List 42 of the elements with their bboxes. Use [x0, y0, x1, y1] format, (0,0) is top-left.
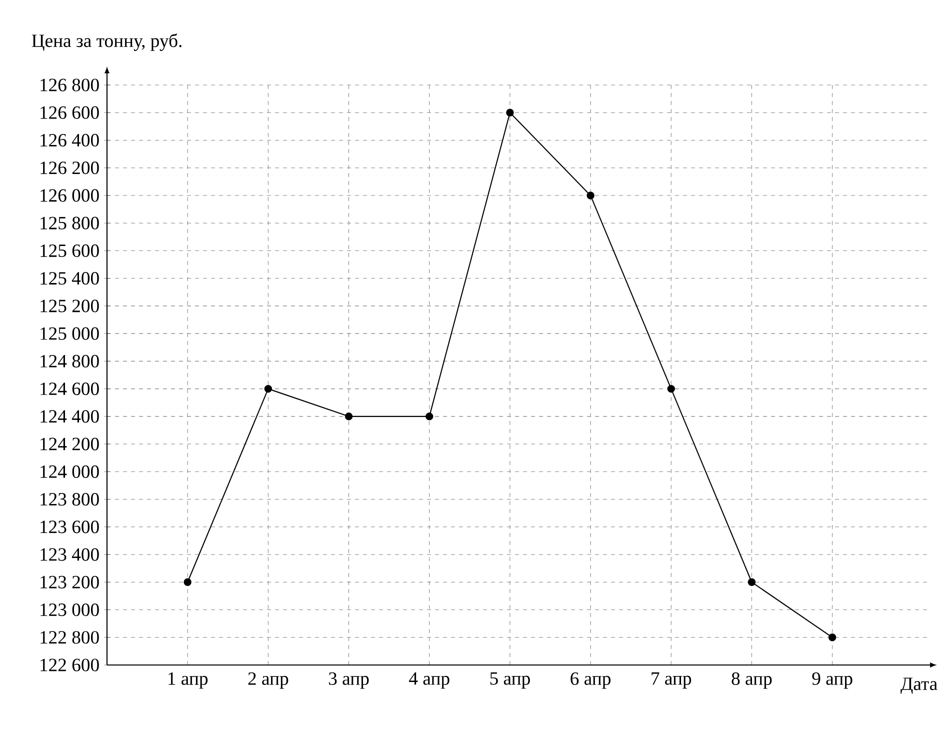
- x-tick-label: 2 апр: [248, 672, 288, 689]
- y-tick-label: 124 000: [40, 465, 99, 478]
- y-tick-label: 123 800: [40, 492, 99, 506]
- y-tick-label: 124 200: [40, 438, 99, 450]
- x-tick-label: 6 апр: [570, 672, 611, 689]
- point: [425, 412, 434, 420]
- x-tick-label: 7 апр: [652, 672, 692, 689]
- point: [828, 634, 836, 642]
- point: [184, 578, 192, 586]
- y-tick-label: 125 000: [40, 327, 99, 340]
- y-tick-label: 125 400: [40, 272, 99, 285]
- x-tick-label: 5 апр: [490, 672, 530, 689]
- x-tick-label: 8 апр: [732, 672, 772, 689]
- y-tick-label: 123 000: [40, 603, 99, 616]
- y-tick-label: 126 400: [40, 134, 99, 147]
- y-tick-label: 122 800: [40, 631, 99, 644]
- point: [506, 108, 514, 116]
- y-tick-label: 125 600: [40, 244, 99, 258]
- x-tick-label: 4 апр: [409, 672, 450, 689]
- x-tick-label: 3 апр: [328, 672, 369, 689]
- y-tick-label: 123 200: [40, 576, 99, 588]
- y-tick-label: 124 400: [40, 410, 99, 423]
- y-tick-label: 123 400: [40, 548, 99, 561]
- y-tick-label: 126 000: [40, 189, 99, 202]
- y-tick-label: 124 600: [40, 382, 99, 396]
- point: [748, 578, 756, 586]
- y-tick-label: 123 600: [40, 520, 99, 534]
- point: [344, 412, 353, 420]
- x-tick-label: 9 апр: [812, 672, 852, 689]
- x-tick-label: 1 апр: [168, 672, 208, 689]
- y-tick-label: 126 800: [40, 78, 99, 92]
- point: [586, 192, 594, 200]
- y-tick-label: 126 600: [40, 106, 99, 119]
- y-tick-label: 125 800: [40, 216, 99, 230]
- y-axis-title: Цена за тонну, руб.: [32, 34, 182, 51]
- point: [667, 384, 675, 393]
- y-tick-label: 124 800: [40, 354, 99, 368]
- y-tick-label: 122 600: [40, 658, 99, 672]
- y-tick-label: 126 200: [40, 162, 99, 174]
- point: [264, 384, 272, 393]
- y-tick-label: 125 200: [40, 300, 99, 312]
- x-axis-title: Дата: [900, 678, 938, 694]
